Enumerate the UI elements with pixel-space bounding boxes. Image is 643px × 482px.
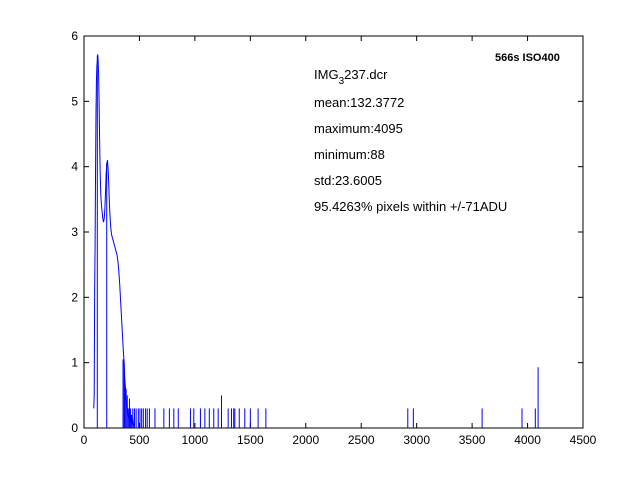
x-tick-label: 1000 — [182, 433, 209, 447]
y-axis-ticks: 0 1 2 3 4 5 6 — [71, 29, 583, 435]
y-tick-label: 0 — [71, 421, 78, 435]
x-tick-label: 3000 — [403, 433, 430, 447]
x-tick-label: 1500 — [237, 433, 264, 447]
x-tick-label: 4000 — [514, 433, 541, 447]
annotation-exposure: 566s ISO400 — [495, 52, 560, 64]
y-tick-label: 6 — [71, 29, 78, 43]
plot-area — [83, 35, 584, 429]
filename-prefix: IMG — [314, 67, 339, 82]
x-tick-label: 2000 — [292, 433, 319, 447]
y-tick-label: 5 — [71, 94, 78, 108]
x-tick-label: 4500 — [570, 433, 597, 447]
annotation-std: std:23.6005 — [314, 173, 382, 188]
filename-suffix: 237.dcr — [344, 67, 388, 82]
x-axis-ticks: 0 500 1000 1500 2000 2500 3000 3500 4000 4500 — [81, 36, 597, 447]
x-tick-label: 3500 — [459, 433, 486, 447]
y-tick-label: 2 — [71, 290, 78, 304]
series-layer — [93, 54, 539, 429]
annotation-filename: IMG3237.dcr — [314, 67, 388, 87]
annotation-maximum: maximum:4095 — [314, 121, 403, 136]
x-tick-label: 2500 — [348, 433, 375, 447]
x-tick-label: 0 — [81, 433, 88, 447]
annotation-within: 95.4263% pixels within +/-71ADU — [314, 199, 507, 214]
y-tick-label: 4 — [71, 160, 78, 174]
y-tick-label: 1 — [71, 356, 78, 370]
y-tick-label: 3 — [71, 225, 78, 239]
x-tick-label: 500 — [129, 433, 149, 447]
filename-subscript: 3 — [339, 76, 345, 87]
annotation-mean: mean:132.3772 — [314, 95, 404, 110]
annotation-minimum: minimum:88 — [314, 147, 385, 162]
